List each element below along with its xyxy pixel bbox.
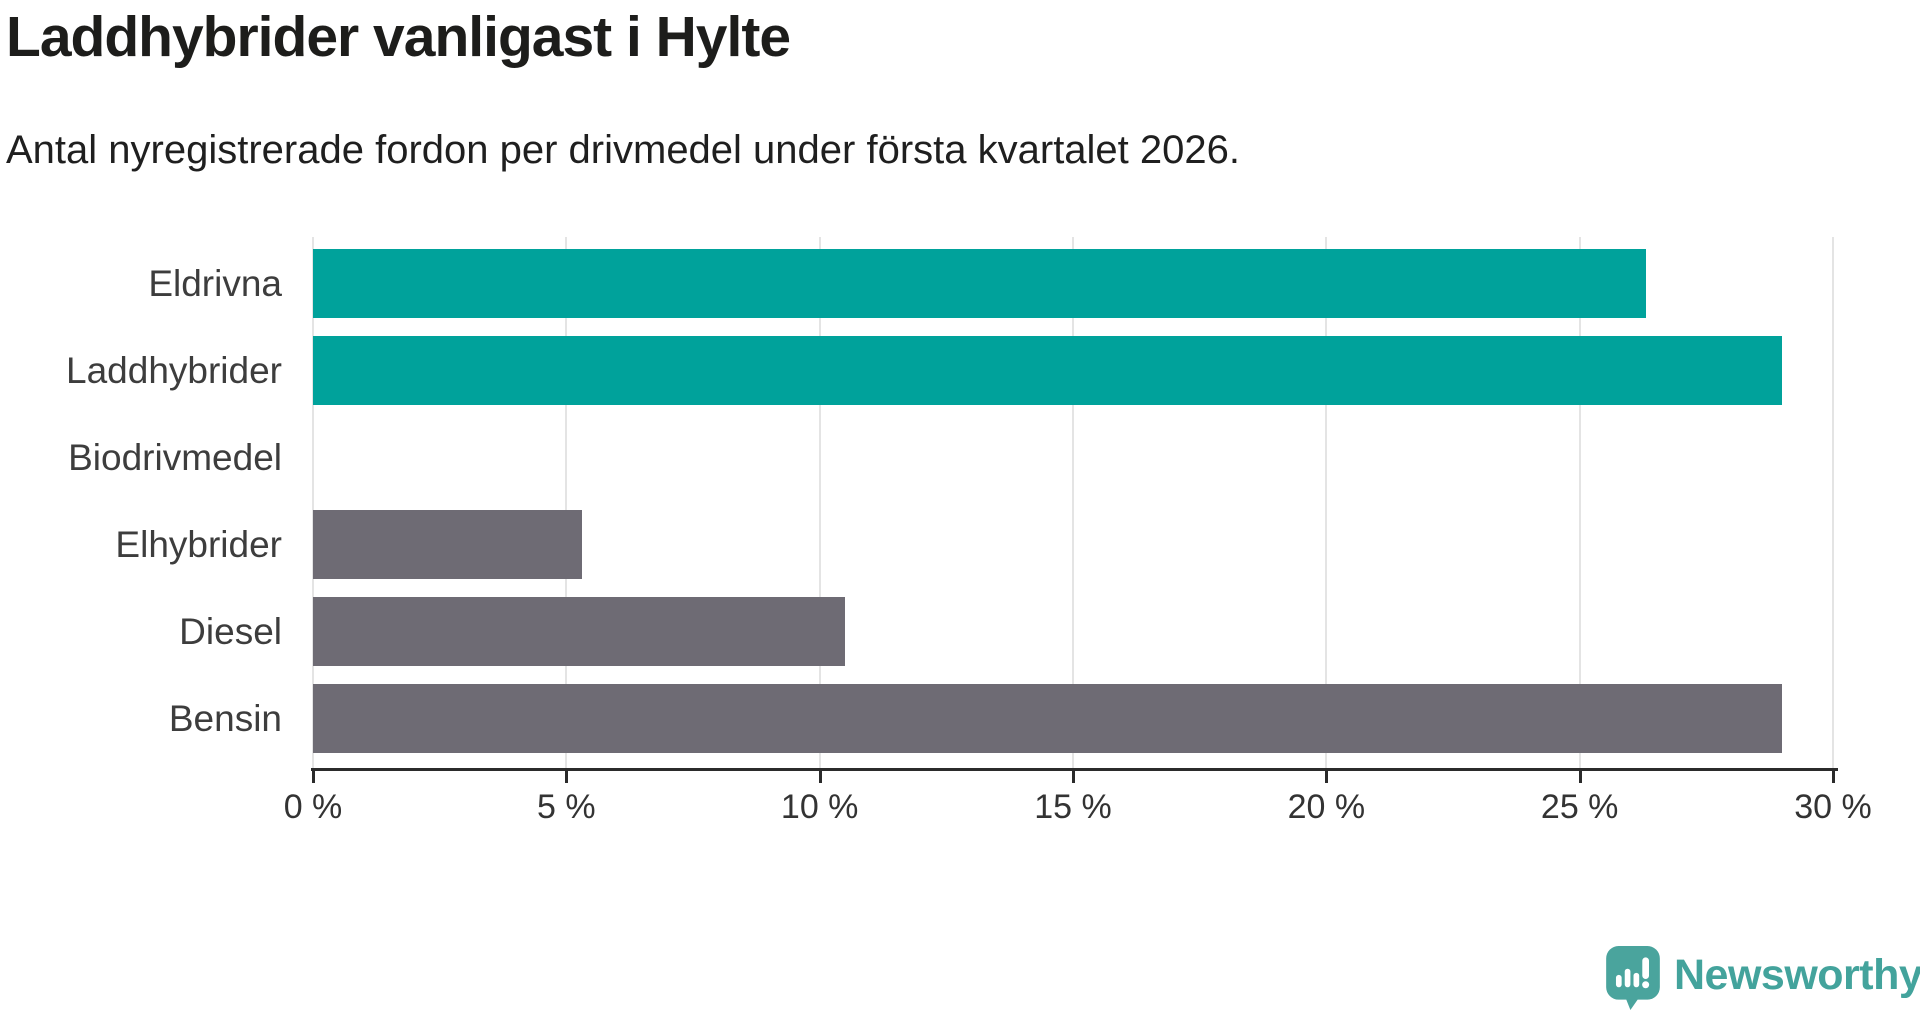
x-tick-label: 15 % — [1034, 788, 1112, 826]
category-label: Elhybrider — [115, 523, 282, 565]
category-label: Bensin — [168, 697, 282, 739]
gridline — [1832, 237, 1834, 768]
x-tick — [818, 768, 822, 783]
bar — [313, 249, 1646, 318]
bar — [313, 510, 582, 579]
x-tick — [1578, 768, 1582, 783]
x-tick-label: 10 % — [780, 788, 859, 826]
x-tick-label: 0 % — [283, 788, 343, 826]
gridline — [565, 237, 568, 768]
brand-logo: Newsworthy — [1606, 946, 1920, 1015]
newsworthy-bubble-bar-chart-icon — [1606, 946, 1660, 1015]
gridline — [312, 237, 314, 768]
category-label: Biodrivmedel — [68, 436, 282, 478]
x-tick — [312, 768, 315, 783]
x-tick — [1325, 768, 1329, 783]
gridline — [1072, 237, 1074, 768]
category-label: Eldrivna — [148, 262, 282, 304]
category-label: Diesel — [179, 610, 282, 652]
x-tick-label: 5 % — [537, 788, 596, 826]
gridline — [818, 237, 821, 768]
x-tick-label: 20 % — [1287, 788, 1366, 826]
gridline — [1578, 237, 1581, 768]
bar — [313, 597, 845, 666]
x-tick — [1832, 768, 1835, 783]
chart-title: Laddhybrider vanligast i Hylte — [6, 5, 791, 69]
chart-subtitle: Antal nyregistrerade fordon per drivmede… — [6, 128, 1241, 172]
x-tick-label: 30 % — [1794, 788, 1872, 826]
x-tick — [565, 768, 569, 783]
bar — [313, 684, 1783, 753]
bar — [313, 336, 1783, 405]
gridline — [1325, 237, 1328, 768]
brand-name: Newsworthy — [1674, 951, 1920, 999]
category-label: Laddhybrider — [66, 349, 282, 391]
x-tick — [1072, 768, 1075, 783]
x-tick-label: 25 % — [1540, 788, 1619, 826]
